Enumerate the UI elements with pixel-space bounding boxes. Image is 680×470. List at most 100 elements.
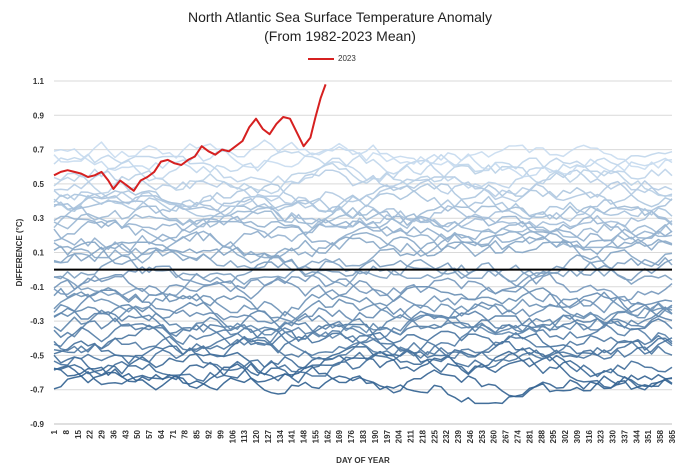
legend: 2023 [308,54,356,63]
x-tick-label: 351 [644,429,653,443]
series-line-background-year [53,150,673,182]
x-tick-label: 169 [335,429,344,443]
x-tick-label: 162 [323,429,332,443]
series-line-background-year [53,176,673,207]
x-tick-label: 183 [359,429,368,443]
x-tick-label: 176 [347,429,356,443]
chart-title: North Atlantic Sea Surface Temperature A… [0,8,680,46]
y-tick-label: 0.3 [33,214,45,223]
x-tick-label: 57 [145,429,154,438]
y-tick-label: 1.1 [33,77,45,86]
x-tick-label: 330 [609,429,618,443]
x-tick-label: 92 [205,429,214,438]
y-axis-title: DIFFERENCE (°C) [15,218,24,286]
series-line-background-year [53,317,673,345]
y-tick-label: 0.5 [33,180,45,189]
x-tick-label: 218 [418,429,427,443]
x-tick-label: 148 [300,429,309,443]
series-line-background-year [53,346,673,388]
x-tick-label: 253 [478,429,487,443]
y-tick-label: 0.9 [33,111,45,120]
x-tick-label: 127 [264,429,273,443]
title-line: North Atlantic Sea Surface Temperature A… [187,9,492,25]
x-tick-label: 316 [585,429,594,443]
series-line-background-year [53,340,673,382]
x-tick-label: 246 [466,429,475,443]
x-axis-title: DAY OF YEAR [336,456,390,465]
x-tick-label: 190 [371,429,380,443]
series-line-2023 [53,84,327,192]
series-line-background-year [53,190,673,218]
series-line-background-year [53,141,673,171]
series-line-background-year [53,246,673,279]
series-line-background-year [53,231,673,259]
series-line-background-year [53,195,673,223]
y-tick-label: -0.9 [30,420,44,429]
series-line-background-year [53,265,673,302]
x-tick-label: 232 [442,429,451,443]
x-tick-label: 260 [490,429,499,443]
series-line-background-year [53,155,673,189]
series-line-background-year [53,287,673,319]
series-line-background-year [53,301,673,336]
series-line-background-year [53,323,673,362]
series-line-background-year [53,215,673,243]
x-tick-label: 78 [181,429,190,438]
x-tick-label: 288 [537,429,546,443]
legend-swatch-2023 [308,57,334,60]
x-tick-label: 8 [62,429,71,434]
legend-label-2023: 2023 [338,54,356,63]
x-tick-label: 358 [656,429,665,443]
series-line-background-year [53,200,673,228]
series-line-background-year [53,210,673,238]
y-tick-label: -0.3 [30,317,44,326]
x-tick-label: 225 [430,429,439,443]
x-tick-label: 141 [288,429,297,443]
x-tick-label: 204 [395,429,404,443]
y-tick-label: 0.7 [33,146,45,155]
x-tick-label: 302 [561,429,570,443]
x-tick-label: 106 [228,429,237,443]
series-line-background-year [53,139,673,178]
x-tick-label: 43 [121,429,130,438]
x-tick-label: 50 [133,429,142,438]
x-tick-label: 197 [383,429,392,443]
series-line-background-year [53,363,673,398]
x-tick-label: 274 [514,429,523,443]
x-tick-label: 155 [311,429,320,443]
x-tick-label: 295 [549,429,558,443]
x-tick-label: 99 [216,429,225,438]
x-tick-label: 323 [597,429,606,443]
x-tick-label: 71 [169,429,178,438]
x-tick-label: 113 [240,429,249,442]
series-line-background-year [53,315,673,357]
x-tick-label: 85 [193,429,202,438]
x-tick-label: 1 [50,429,59,434]
x-tick-label: 36 [109,429,118,438]
x-tick-label: 120 [252,429,261,443]
x-tick-label: 211 [407,429,416,442]
subtitle-line: (From 1982-2023 Mean) [264,28,416,44]
x-tick-label: 337 [620,429,629,443]
x-tick-label: 309 [573,429,582,443]
x-tick-label: 365 [668,429,677,443]
series-line-background-year [53,205,673,229]
y-tick-label: -0.7 [30,386,44,395]
x-tick-label: 15 [74,429,83,438]
x-tick-label: 281 [525,429,534,443]
y-tick-label: -0.1 [30,283,44,292]
x-tick-label: 22 [86,429,95,438]
x-tick-label: 29 [98,429,107,438]
y-tick-label: -0.5 [30,351,44,360]
series-line-background-year [53,337,673,377]
x-tick-label: 239 [454,429,463,443]
x-tick-label: 344 [632,429,641,443]
y-tick-label: 0.1 [33,249,45,258]
series-line-background-year [53,307,673,346]
x-tick-label: 267 [502,429,511,443]
series-line-background-year [53,226,673,254]
x-tick-label: 134 [276,429,285,443]
series-line-background-year [53,274,673,314]
series-line-background-year [53,354,673,391]
